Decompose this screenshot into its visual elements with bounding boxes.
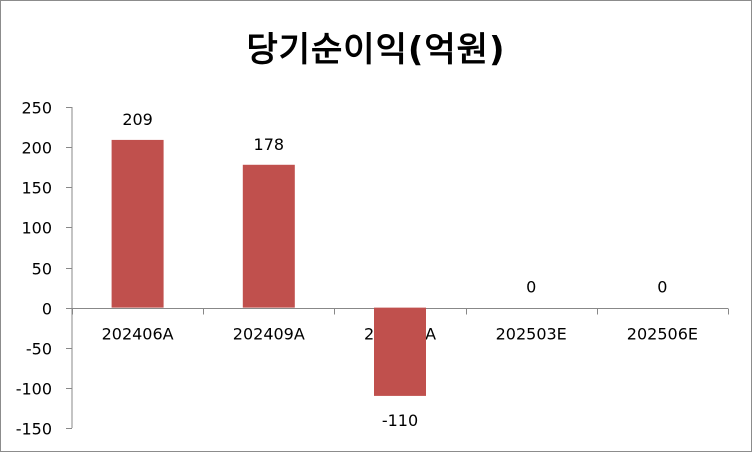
data-labels: 209 178 -110 0 0 bbox=[122, 110, 667, 430]
x-tick-label: 202409A bbox=[233, 325, 305, 344]
data-label: 0 bbox=[657, 278, 667, 297]
y-tick-label: -100 bbox=[16, 380, 52, 399]
data-label: 0 bbox=[526, 278, 536, 297]
y-tick-label: 250 bbox=[21, 99, 52, 118]
x-tick-label: 202503E bbox=[496, 325, 567, 344]
x-tick-label: 202406A bbox=[102, 325, 174, 344]
y-tick-label: -50 bbox=[26, 340, 52, 359]
y-tick-label: 200 bbox=[21, 139, 52, 158]
y-axis: 250 200 150 100 50 0 -50 -100 -150 bbox=[16, 99, 73, 439]
x-tick-label: 202506E bbox=[627, 325, 698, 344]
bar-series bbox=[111, 139, 426, 396]
y-tick-label: 100 bbox=[21, 219, 52, 238]
data-label: 209 bbox=[122, 110, 153, 129]
chart-title: 당기순이익(억원) bbox=[246, 30, 506, 70]
bar-202412A bbox=[374, 307, 426, 396]
y-tick-label: 0 bbox=[42, 300, 52, 319]
data-label: 178 bbox=[254, 135, 285, 154]
bar-202406A bbox=[111, 139, 164, 308]
y-tick-label: -150 bbox=[16, 420, 52, 439]
y-tick-label: 50 bbox=[32, 260, 52, 279]
bar-202409A bbox=[242, 164, 295, 308]
y-tick-label: 150 bbox=[21, 179, 52, 198]
data-label: -110 bbox=[382, 411, 418, 430]
